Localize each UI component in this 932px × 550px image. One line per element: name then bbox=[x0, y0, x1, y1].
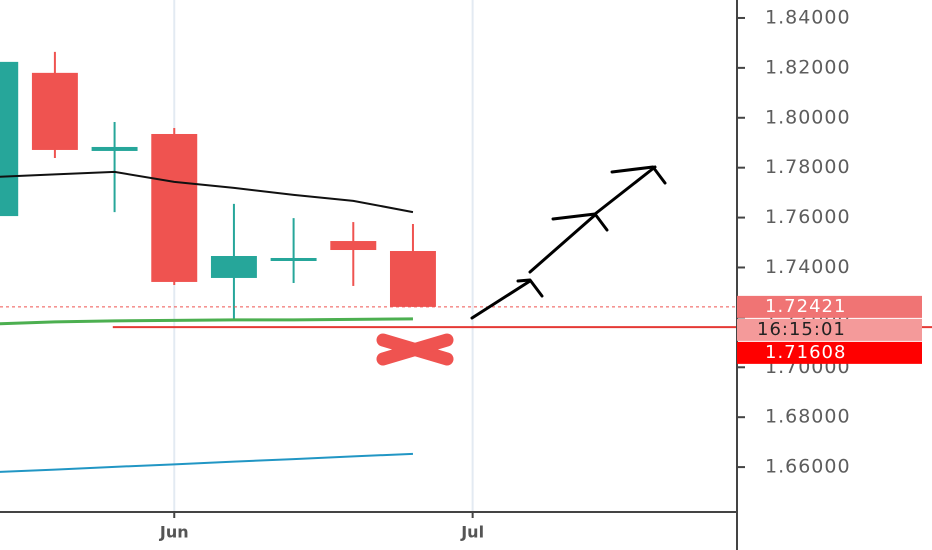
y-tick-label: 1.84000 bbox=[765, 6, 851, 28]
x-mark bbox=[376, 333, 454, 366]
candle-body bbox=[330, 241, 377, 251]
candle-body bbox=[0, 61, 19, 217]
arrow-head bbox=[610, 165, 667, 185]
candle-body bbox=[270, 257, 317, 261]
y-tick-label: 1.68000 bbox=[765, 406, 851, 428]
y-tick-label: 1.76000 bbox=[765, 206, 851, 228]
arrow-line bbox=[593, 165, 657, 216]
level-box bbox=[737, 341, 922, 364]
ma-line bbox=[0, 452, 414, 473]
y-tick-label: 1.80000 bbox=[765, 106, 851, 128]
arrow-head bbox=[516, 278, 544, 298]
x-tick-label: Jun bbox=[159, 523, 189, 542]
candle-body bbox=[389, 251, 436, 307]
countdown-box bbox=[737, 318, 922, 341]
y-tick-label: 1.66000 bbox=[765, 456, 851, 478]
y-tick-label: 1.74000 bbox=[765, 256, 851, 278]
y-tick-label: 1.82000 bbox=[765, 56, 851, 78]
price-labels: JunJul1.660001.680001.700001.720001.7400… bbox=[159, 6, 922, 542]
y-tick-label: 1.78000 bbox=[765, 156, 851, 178]
candle-body bbox=[151, 133, 198, 282]
candle-body bbox=[210, 256, 257, 278]
arrow-line bbox=[528, 213, 597, 274]
level-label: 1.71608 bbox=[765, 342, 846, 363]
x-tick-label: Jul bbox=[460, 523, 484, 542]
ma-line bbox=[0, 170, 414, 214]
drawing-arrows bbox=[470, 165, 667, 320]
last-price-label: 1.72421 bbox=[765, 296, 846, 317]
countdown-label: 16:15:01 bbox=[757, 319, 846, 340]
last-price-box bbox=[737, 295, 922, 318]
arrow-line bbox=[470, 279, 532, 320]
candle-body bbox=[91, 146, 138, 151]
candle-body bbox=[31, 72, 78, 150]
ma-line bbox=[0, 317, 413, 326]
x-mark-stroke bbox=[376, 333, 454, 366]
